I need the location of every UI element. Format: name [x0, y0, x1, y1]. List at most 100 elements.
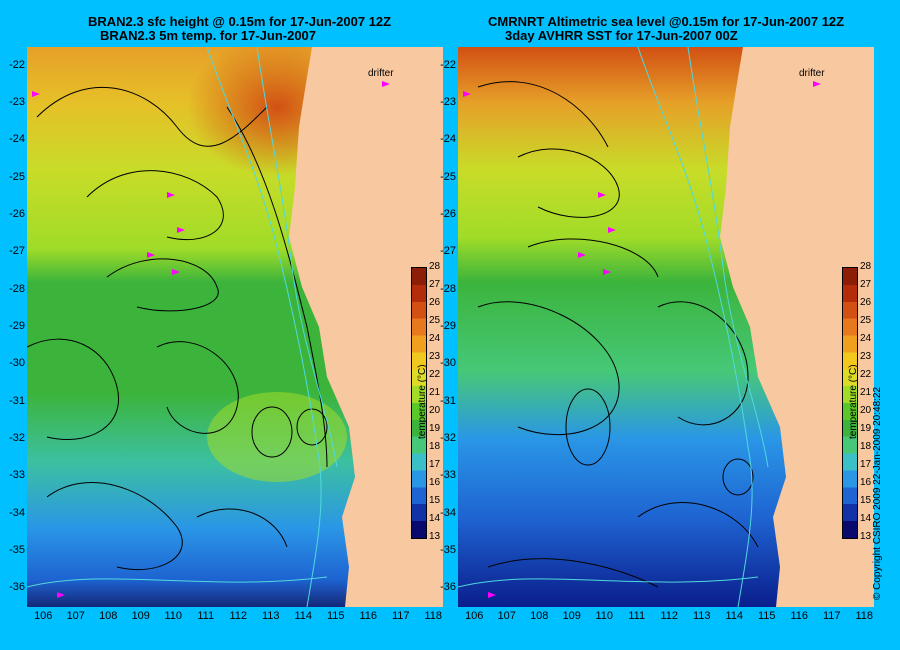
- colorbar-tick-label: 28: [429, 261, 441, 272]
- drifter-legend-label: drifter: [368, 68, 394, 79]
- lon-tick-label: 118: [424, 610, 443, 622]
- lat-tick-label: -27: [9, 245, 25, 258]
- lon-tick-label: 113: [692, 610, 711, 622]
- lon-tick-label: 111: [628, 610, 646, 622]
- lon-tick-label: 116: [790, 610, 809, 622]
- colorbar-tick-label: 22: [860, 369, 872, 380]
- lon-tick-label: 110: [595, 610, 614, 622]
- lon-tick-label: 110: [164, 610, 183, 622]
- lat-tick-label: -35: [440, 544, 456, 556]
- colorbar-tick-label: 26: [429, 297, 441, 308]
- colorbar-tick-label: 28: [860, 261, 872, 272]
- colorbar-tick-label: 22: [429, 369, 441, 380]
- land-australia: [720, 47, 874, 607]
- left-colorbar: [411, 267, 427, 539]
- colorbar-tick-label: 14: [429, 513, 441, 524]
- lat-tick-label: -22: [9, 58, 25, 71]
- lon-tick-label: 114: [294, 610, 313, 622]
- lon-tick-label: 117: [822, 610, 841, 622]
- colorbar-tick-label: 14: [860, 513, 872, 524]
- lat-tick-label: -29: [440, 320, 456, 332]
- lat-tick-label: -23: [9, 96, 25, 108]
- colorbar-tick-label: 17: [860, 459, 872, 470]
- lon-tick-label: 118: [855, 610, 874, 622]
- colorbar-tick-label: 16: [860, 477, 872, 488]
- lat-tick-label: -23: [440, 96, 456, 108]
- right-map-svg: [458, 47, 874, 607]
- colorbar-tick-label: 20: [429, 405, 441, 416]
- warm-eddy: [207, 392, 347, 482]
- colorbar-tick-label: 27: [429, 279, 441, 290]
- drifter-legend-marker: [382, 81, 390, 87]
- lat-tick-label: -22: [440, 58, 456, 71]
- drifter-legend-label: drifter: [799, 68, 825, 79]
- right-title-line2: 3day AVHRR SST for 17-Jun-2007 00Z: [505, 28, 738, 43]
- left-map-bran[interactable]: drifter temperature (°C) 28 27 26 25 24 23 22 2…: [27, 47, 443, 607]
- lon-tick-label: 113: [261, 610, 280, 622]
- colorbar-tick-label: 19: [860, 423, 872, 434]
- lat-tick-label: -28: [9, 282, 25, 295]
- lat-tick-label: -34: [440, 506, 456, 519]
- lat-tick-label: -30: [9, 357, 25, 370]
- left-map-svg: [27, 47, 443, 607]
- lat-tick-label: -35: [9, 544, 25, 556]
- colorbar-tick-label: 15: [429, 495, 441, 506]
- lat-tick-label: -33: [440, 469, 456, 482]
- lat-tick-label: -31: [440, 394, 456, 407]
- colorbar-tick-label: 21: [429, 387, 441, 398]
- lon-tick-label: 112: [229, 610, 248, 622]
- lat-tick-label: -29: [9, 320, 25, 332]
- lon-tick-label: 117: [391, 610, 410, 622]
- lat-tick-label: -27: [440, 245, 456, 258]
- sea-level-contours: [27, 86, 328, 571]
- lon-tick-label: 107: [66, 610, 85, 622]
- lon-tick-label: 115: [757, 610, 776, 622]
- colorbar-tick-label: 23: [860, 351, 872, 362]
- lat-tick-label: -32: [9, 432, 25, 444]
- colorbar-tick-label: 20: [860, 405, 872, 416]
- lat-tick-label: -25: [9, 170, 25, 183]
- lon-tick-label: 109: [131, 610, 150, 622]
- left-title-line2: BRAN2.3 5m temp. for 17-Jun-2007: [100, 28, 317, 43]
- lon-tick-label: 114: [725, 610, 744, 622]
- lat-tick-label: -25: [440, 170, 456, 183]
- lat-tick-label: -24: [9, 133, 25, 146]
- lat-tick-label: -28: [440, 282, 456, 295]
- colorbar-tick-label: 26: [860, 297, 872, 308]
- colorbar-tick-label: 24: [860, 333, 872, 344]
- lat-tick-label: -24: [440, 133, 456, 146]
- lon-tick-label: 106: [34, 610, 53, 622]
- lon-tick-label: 107: [497, 610, 516, 622]
- drifter-legend-marker: [813, 81, 821, 87]
- bathymetry-lines: [27, 47, 338, 607]
- left-colorbar-label: temperature (°C): [417, 364, 428, 439]
- colorbar-tick-label: 18: [429, 441, 441, 452]
- drifter-tracks: [463, 91, 616, 598]
- colorbar-tick-label: 25: [860, 315, 872, 326]
- lat-tick-label: -26: [440, 208, 456, 220]
- lon-tick-label: 109: [562, 610, 581, 622]
- land-australia: [289, 47, 443, 607]
- lat-tick-label: -30: [440, 357, 456, 370]
- colorbar-tick-label: 16: [429, 477, 441, 488]
- colorbar-tick-label: 17: [429, 459, 441, 470]
- lat-tick-label: -34: [9, 506, 25, 519]
- lon-tick-label: 111: [197, 610, 215, 622]
- lon-tick-label: 116: [359, 610, 378, 622]
- lat-tick-label: -31: [9, 394, 25, 407]
- colorbar-tick-label: 13: [860, 531, 872, 542]
- lat-tick-label: -32: [440, 432, 456, 444]
- colorbar-tick-label: 25: [429, 315, 441, 326]
- lon-tick-label: 115: [326, 610, 345, 622]
- lat-tick-label: -26: [9, 208, 25, 220]
- lon-tick-label: 108: [530, 610, 549, 622]
- lat-tick-label: -36: [9, 581, 25, 594]
- right-map-cmrnrt[interactable]: drifter temperature (°C) 28 27 26 25 24 23 22 2…: [458, 47, 874, 607]
- colorbar-tick-label: 27: [860, 279, 872, 290]
- lat-tick-label: -33: [9, 469, 25, 482]
- bathymetry-lines: [458, 47, 769, 607]
- left-title-line1: BRAN2.3 sfc height @ 0.15m for 17-Jun-20…: [88, 14, 392, 29]
- right-colorbar-label: temperature (°C): [848, 364, 859, 439]
- copyright-notice: © Copyright CSIRO 2009 22-Jan-2009 20:48…: [872, 386, 883, 600]
- lon-tick-label: 112: [660, 610, 679, 622]
